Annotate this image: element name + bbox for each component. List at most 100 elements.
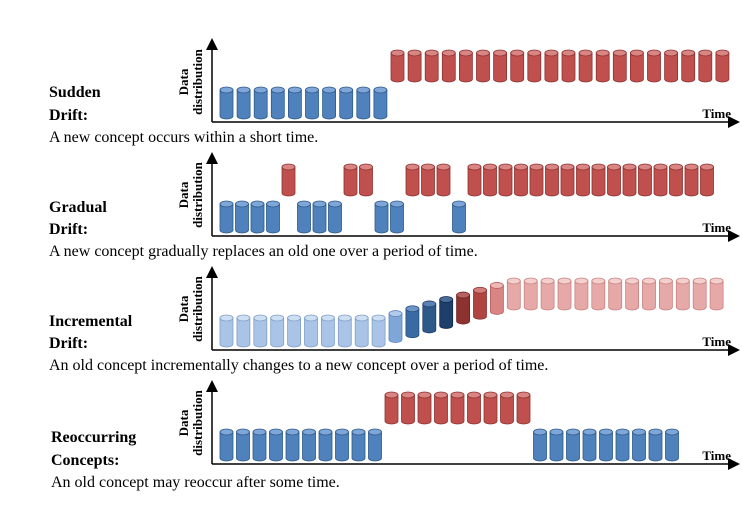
cylinder-high [557,277,572,311]
cylinder-high [458,49,473,83]
cylinder-high [608,277,623,311]
cylinder-high [434,391,448,425]
cylinder-high [625,277,639,311]
cylinder-high [476,49,490,83]
cylinder-high [483,391,498,425]
panel-title-line2: Concepts: [51,452,119,469]
cylinder-high [659,277,673,311]
cylinder-low [354,314,369,348]
cylinder-low [236,314,251,348]
panel-description: A new concept occurs within a short time… [49,129,318,146]
cylinder-high [715,49,730,83]
cylinder-low [219,86,234,120]
cylinder-low [287,86,302,120]
cylinder-high [653,163,668,197]
cylinder-high [424,49,439,83]
cylinder-sequence [219,277,724,348]
x-axis-label: Time [702,106,731,121]
panel-description: An old concept incrementally changes to … [49,357,548,374]
svg-text:Data: Data [176,295,191,322]
cylinder-low [253,86,268,120]
cylinder-low [318,428,333,462]
cylinder-high [523,277,538,311]
y-axis-label: Data distribution [176,161,205,228]
cylinder-high [638,163,652,197]
cylinder-high [591,277,606,311]
cylinder-low [452,200,466,234]
panel-title-line1: Incremental [49,313,133,330]
cylinder-high [384,391,399,425]
cylinder-low [390,200,404,234]
cylinder-high [630,49,644,83]
cylinder-high [450,391,465,425]
cylinder-high [700,163,714,197]
cylinder-high [500,391,514,425]
cylinder-high [493,49,508,83]
cylinder-low [322,86,337,120]
svg-text:Data: Data [176,181,191,208]
cylinder-high [405,163,420,197]
svg-text:Data: Data [176,68,191,95]
cylinder-low [253,314,268,348]
cylinder-transition [388,310,403,343]
cylinder-low [250,200,265,234]
svg-text:distribution: distribution [190,389,205,456]
panel-title-line1: Reoccurring [51,429,136,446]
cylinder-high [483,163,497,197]
cylinder-low [356,86,371,120]
cylinder-high [698,49,713,83]
cylinder-low [219,314,234,348]
panel-reoccurring: Reoccurring Concepts: An old concept may… [51,380,740,491]
cylinder-high [574,277,589,311]
cylinder-low [648,428,663,462]
cylinder-high [692,277,707,311]
cylinder-high [441,49,456,83]
cylinder-high [612,49,627,83]
cylinder-transition [473,286,487,320]
panel-description: An old concept may reoccur after some ti… [51,474,340,491]
cylinder-low [219,200,234,234]
cylinder-low [304,314,318,348]
cylinder-low [374,200,389,234]
cylinder-low [665,428,679,462]
panel-description: A new concept gradually replaces an old … [49,243,478,260]
cylinder-low [236,428,250,462]
cylinder-low [328,200,342,234]
panel-sudden: Sudden Drift: A new concept occurs withi… [49,38,740,146]
cylinder-high [591,163,606,197]
cylinder-high [578,49,593,83]
cylinder-high [540,277,555,311]
cylinder-low [371,314,386,348]
cylinder-low [270,314,285,348]
cylinder-low [305,86,319,120]
cylinder-low [269,428,283,462]
cylinder-low [252,428,267,462]
cylinder-low [615,428,630,462]
cylinder-low [373,86,388,120]
cylinder-high [529,163,544,197]
cylinder-low [266,200,280,234]
panel-incremental: Incremental Drift: An old concept increm… [49,266,740,374]
cylinder-low [270,86,285,120]
x-axis-label: Time [702,334,731,349]
cylinder-low [533,428,547,462]
y-axis-label: Data distribution [176,389,205,456]
cylinder-low [312,200,327,234]
cylinder-high [675,277,690,311]
cylinder-low [297,200,311,234]
y-axis-label: Data distribution [176,48,205,115]
cylinder-low [302,428,316,462]
cylinder-high [390,49,405,83]
cylinder-low [549,428,564,462]
svg-text:Data: Data [176,409,191,436]
cylinder-high [516,391,531,425]
cylinder-high [684,163,699,197]
panel-title-line1: Gradual [49,199,107,216]
cylinder-high [560,163,575,197]
cylinder-sequence [219,49,730,120]
cylinder-high [281,163,296,197]
cylinder-high [467,163,482,197]
cylinder-transition [489,282,504,315]
cylinder-low [337,314,352,348]
